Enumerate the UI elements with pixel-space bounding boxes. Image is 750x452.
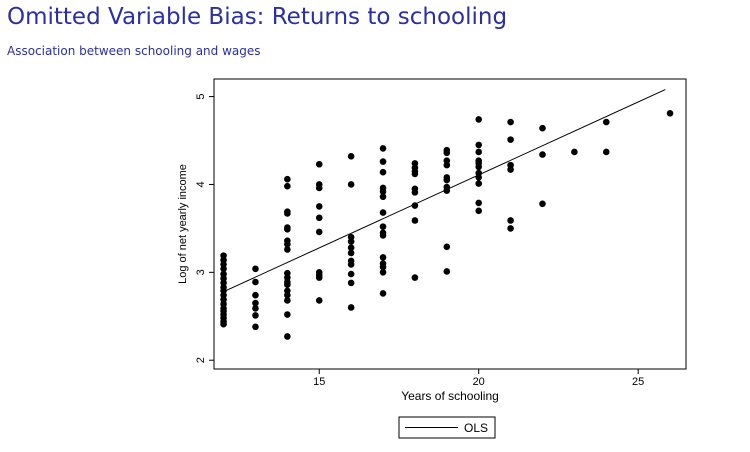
data-point <box>252 305 259 312</box>
scatter-points <box>220 109 674 340</box>
slide-title: Omitted Variable Bias: Returns to school… <box>7 4 508 30</box>
data-point <box>347 270 355 278</box>
y-tick-label: 5 <box>195 94 207 100</box>
data-point <box>315 184 323 192</box>
data-point <box>347 304 355 311</box>
data-point <box>443 149 451 157</box>
data-point <box>220 265 227 273</box>
data-point <box>379 188 387 195</box>
data-point <box>507 136 514 143</box>
data-point <box>379 269 387 276</box>
data-point <box>443 243 451 251</box>
data-point <box>475 207 483 215</box>
data-point <box>315 160 323 168</box>
data-point <box>284 281 291 288</box>
data-point <box>475 180 483 187</box>
data-point <box>507 118 514 126</box>
legend: OLS <box>398 416 496 439</box>
data-point <box>475 199 483 207</box>
slide-subtitle: Association between schooling and wages <box>7 44 261 58</box>
data-point <box>315 228 323 236</box>
data-point <box>284 297 291 304</box>
x-tick-label: 15 <box>313 376 325 388</box>
y-tick-label: 4 <box>195 181 207 187</box>
data-point <box>507 225 514 232</box>
data-point <box>252 312 259 319</box>
data-point <box>284 225 291 233</box>
data-point <box>315 203 323 210</box>
data-point <box>379 263 387 271</box>
data-point <box>602 148 610 156</box>
data-point <box>507 217 514 224</box>
data-point <box>315 274 323 281</box>
data-point <box>666 109 674 117</box>
data-point <box>284 291 291 299</box>
data-point <box>252 265 259 273</box>
y-tick-label: 2 <box>195 357 207 363</box>
data-point <box>315 297 323 304</box>
data-point <box>411 170 419 178</box>
data-point <box>347 261 355 268</box>
data-point <box>347 279 355 287</box>
data-point <box>284 246 291 253</box>
data-point <box>379 209 387 216</box>
data-point <box>379 254 387 261</box>
data-point <box>475 141 483 149</box>
legend-label-ols: OLS <box>464 421 488 435</box>
data-point <box>284 311 291 318</box>
data-point <box>379 193 387 201</box>
data-point <box>443 268 451 275</box>
data-point <box>252 278 259 286</box>
data-point <box>347 181 355 188</box>
x-axis: 15 20 25 <box>313 369 644 388</box>
data-point <box>347 238 355 245</box>
data-point <box>252 299 259 307</box>
data-point <box>379 168 387 176</box>
data-point <box>443 176 451 184</box>
x-tick-label: 25 <box>632 376 644 388</box>
data-point <box>284 182 291 190</box>
data-point <box>411 189 419 196</box>
data-point <box>220 320 227 328</box>
data-point <box>507 166 514 173</box>
data-point <box>252 323 259 331</box>
data-point <box>602 118 610 126</box>
data-point <box>347 153 355 160</box>
data-point <box>284 333 291 340</box>
data-point <box>571 148 578 156</box>
data-point <box>284 175 291 183</box>
ols-fit-line <box>223 89 666 293</box>
y-tick-label: 3 <box>195 269 207 275</box>
data-point <box>284 240 291 248</box>
data-point <box>284 210 291 217</box>
data-point <box>475 163 483 171</box>
data-point <box>347 249 355 257</box>
data-point <box>475 116 483 123</box>
data-point <box>315 214 323 222</box>
data-point <box>379 145 387 152</box>
data-point <box>379 223 387 230</box>
data-point <box>411 274 419 281</box>
data-point <box>539 151 546 158</box>
x-tick-label: 20 <box>473 376 485 388</box>
data-point <box>539 124 546 132</box>
data-point <box>347 244 355 252</box>
data-point <box>475 148 483 156</box>
ols-line <box>223 89 666 293</box>
data-point <box>539 200 546 208</box>
data-point <box>252 291 259 299</box>
data-point <box>379 158 387 165</box>
y-axis-label: Log of net yearly income <box>177 164 189 284</box>
data-point <box>379 290 387 297</box>
data-point <box>379 232 387 239</box>
plot-frame <box>213 78 687 370</box>
data-point <box>443 161 451 169</box>
x-axis-label: Years of schooling <box>401 389 499 403</box>
data-point <box>411 217 419 224</box>
y-axis: 2 3 4 5 <box>195 94 214 363</box>
